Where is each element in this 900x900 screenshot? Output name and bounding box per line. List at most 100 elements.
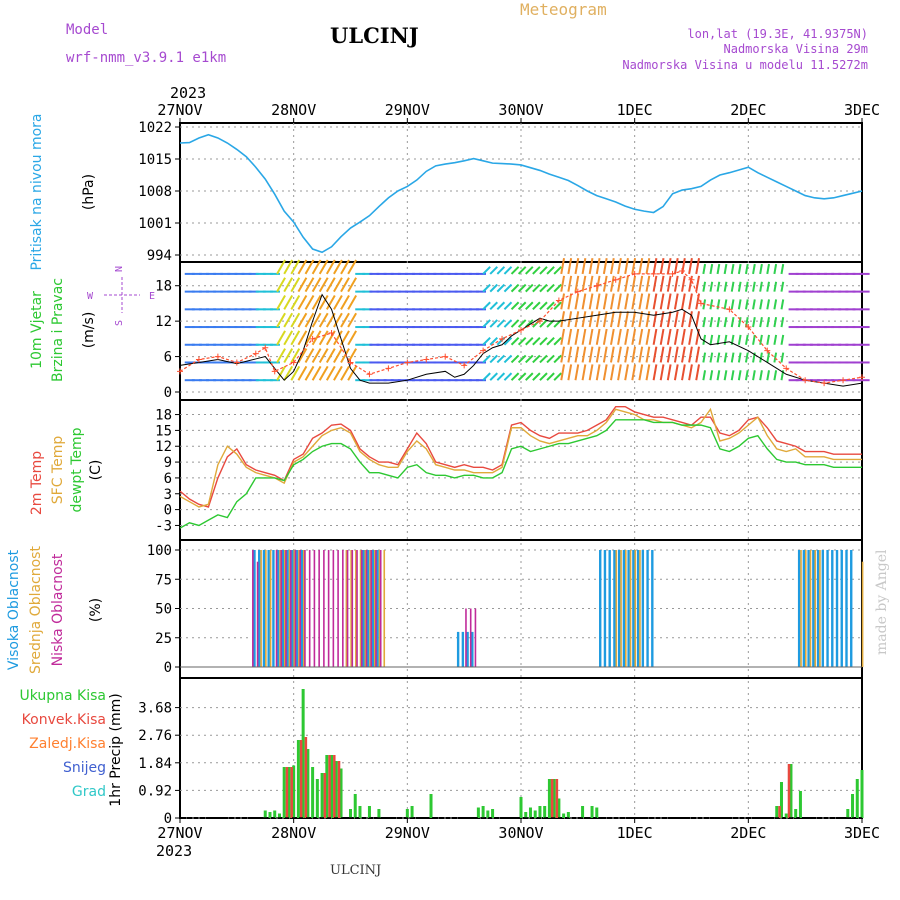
precip-total-bar [476, 807, 480, 818]
wind-arrow [581, 275, 587, 292]
lonlat-text: lon,lat (19.3E, 41.9375N) [687, 27, 868, 41]
wind-arrow [304, 259, 315, 275]
wind-arrow [766, 352, 770, 363]
wind-gust-marker [726, 306, 733, 313]
wind-unit-label: (m/s) [81, 312, 97, 349]
wind-arrow [759, 334, 763, 345]
wind-gust-marker [518, 327, 524, 333]
wind-arrow [688, 293, 693, 310]
wind-gust-marker [821, 380, 828, 387]
wind-arrow [489, 319, 498, 328]
x-tick-label-bottom: 28NOV [271, 824, 316, 842]
precip-total-bar [306, 749, 310, 818]
precip-total-bar [367, 806, 371, 818]
wind-arrow [276, 365, 286, 381]
wind-arrow [673, 346, 679, 363]
wind-arrow [340, 348, 350, 363]
wind-arrow [276, 294, 286, 310]
wind-arrow [631, 364, 637, 381]
wind-arrow [595, 311, 601, 328]
wind-arrow [659, 346, 665, 363]
wind-gust-marker [612, 276, 619, 283]
wind-arrow [716, 352, 721, 363]
wind-arrow [283, 277, 294, 293]
wind-arrow [546, 354, 555, 364]
wind-arrow [283, 294, 294, 310]
wind-arrow [560, 275, 566, 292]
precip-conv-bar [550, 779, 554, 818]
wind-arrow [510, 354, 520, 364]
wind-arrow [297, 365, 308, 381]
wind-arrow [709, 281, 714, 292]
wind-arrow [525, 336, 534, 346]
y-tick-label-wind: 18 [155, 279, 172, 295]
wind-arrow [496, 372, 506, 381]
wind-arrow [595, 293, 601, 310]
wind-arrow [673, 275, 679, 292]
wind-arrow [588, 275, 594, 292]
precip-legend-1: Konvek.Kisa [22, 712, 106, 728]
precip-total-bar [851, 794, 855, 818]
wind-arrow [340, 259, 350, 275]
precip-total-bar [339, 768, 343, 818]
y-tick-label-temperature: 3 [164, 487, 172, 503]
wind-arrow [581, 346, 587, 363]
wind-arrow [610, 328, 615, 345]
pressure-unit-label: (hPa) [81, 174, 97, 210]
wind-arrow [659, 257, 665, 275]
wind-arrow [297, 294, 308, 310]
wind-gust-marker [631, 270, 638, 277]
wind-arrow [325, 294, 336, 310]
wind-arrow [574, 257, 580, 275]
x-tick-label-top: 3DEC [844, 101, 880, 119]
station-title: ULCINJ [330, 23, 419, 48]
x-tick-label-bottom: 29NOV [385, 824, 430, 842]
temp-axis-label-dew: dewpt Temp [69, 427, 85, 512]
wind-arrow [539, 301, 548, 311]
wind-arrow [482, 354, 491, 364]
wind-arrow [752, 370, 756, 381]
compass-letter: W [87, 291, 94, 302]
precip-total-bar [263, 810, 267, 818]
y-tick-label-wind: 0 [164, 385, 172, 401]
wind-gust-marker [574, 288, 581, 295]
wind-arrow [503, 319, 513, 328]
wind-arrow [730, 352, 735, 363]
wind-arrow [276, 330, 286, 346]
wind-arrow [276, 348, 286, 363]
precip-total-bar [595, 807, 599, 818]
wind-arrow [496, 301, 506, 311]
wind-arrow [695, 275, 700, 292]
wind-arrow [517, 319, 527, 328]
wind-arrow [610, 364, 615, 381]
wind-arrow [624, 275, 629, 292]
wind-arrow [709, 299, 714, 310]
wind-arrow [716, 370, 721, 381]
wind-arrow [560, 328, 566, 345]
wind-arrow [581, 257, 587, 275]
wind-arrow [574, 293, 580, 310]
temp-line-2 [179, 419, 862, 529]
wind-arrow [681, 346, 686, 363]
wind-arrow [318, 294, 329, 310]
wind-arrow [752, 334, 756, 345]
wind-arrow [297, 330, 308, 346]
wind-arrow [311, 259, 322, 275]
precip-total-bar [524, 812, 528, 818]
wind-arrow [489, 301, 498, 311]
wind-arrow [311, 277, 322, 293]
x-tick-label-top: 27NOV [157, 101, 202, 119]
wind-arrow [532, 266, 541, 275]
wind-arrow [638, 311, 644, 328]
wind-arrow [482, 336, 491, 346]
wind-arrow [311, 312, 322, 328]
precip-conv-bar [328, 755, 331, 818]
wind-arrow [304, 365, 315, 381]
wind-arrow [517, 301, 527, 311]
wind-arrow [560, 293, 566, 310]
precip-total-bar [268, 812, 272, 818]
precip-total-bar [410, 806, 414, 818]
precip-total-bar [798, 791, 802, 818]
wind-arrow [546, 336, 555, 346]
precip-total-bar [315, 779, 319, 818]
